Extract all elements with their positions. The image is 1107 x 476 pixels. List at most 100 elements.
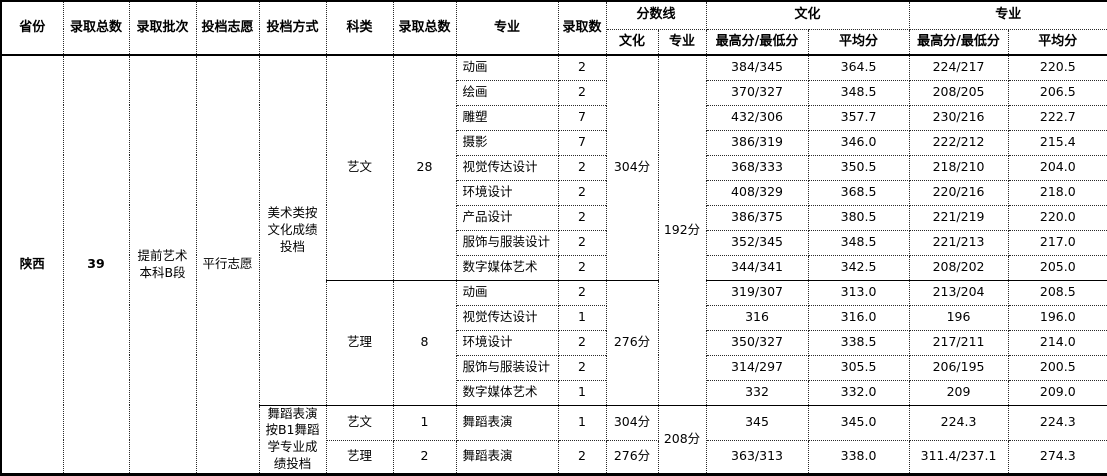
cell-culture-avg: 305.5 (807, 354, 910, 381)
cell-count: 1 (557, 404, 607, 441)
cell-count: 2 (557, 329, 607, 356)
cell-major: 服饰与服装设计 (455, 229, 559, 256)
cell-culture-maxmin: 345 (705, 404, 809, 441)
cell-major: 绘画 (455, 79, 559, 106)
header-major-maxmin: 最高分/最低分 (908, 28, 1009, 56)
cell-major-maxmin: 220/216 (908, 179, 1009, 206)
cell-major: 产品设计 (455, 204, 559, 231)
cell-culture-avg: 348.5 (807, 229, 910, 256)
cell-culture-line: 276分 (605, 279, 659, 406)
cell-culture-maxmin: 314/297 (705, 354, 809, 381)
cell-major: 环境设计 (455, 179, 559, 206)
cell-culture-avg: 313.0 (807, 279, 910, 306)
cell-culture-avg: 316.0 (807, 304, 910, 331)
cell-major-avg: 215.4 (1007, 129, 1107, 156)
header-province: 省份 (0, 0, 64, 56)
cell-major: 数字媒体艺术 (455, 254, 559, 281)
cell-major-maxmin: 224.3 (908, 404, 1009, 441)
cell-culture-maxmin: 319/307 (705, 279, 809, 306)
cell-major: 视觉传达设计 (455, 154, 559, 181)
cell-culture-maxmin: 350/327 (705, 329, 809, 356)
cell-major-avg: 206.5 (1007, 79, 1107, 106)
cell-culture-avg: 342.5 (807, 254, 910, 281)
cell-major-maxmin: 209 (908, 379, 1009, 406)
cell-method: 舞蹈表演按B1舞蹈学专业成绩投档 (258, 404, 327, 475)
cell-category-total: 28 (392, 54, 457, 281)
cell-major-maxmin: 213/204 (908, 279, 1009, 306)
cell-culture-maxmin: 332 (705, 379, 809, 406)
cell-category-total: 1 (392, 404, 457, 441)
cell-culture-maxmin: 408/329 (705, 179, 809, 206)
cell-count: 2 (557, 204, 607, 231)
cell-culture-avg: 380.5 (807, 204, 910, 231)
cell-count: 7 (557, 104, 607, 131)
cell-major: 舞蹈表演 (455, 439, 559, 476)
cell-major-avg: 196.0 (1007, 304, 1107, 331)
cell-major-maxmin: 224/217 (908, 54, 1009, 81)
cell-culture-avg: 357.7 (807, 104, 910, 131)
cell-culture-maxmin: 386/319 (705, 129, 809, 156)
cell-culture-avg: 338.5 (807, 329, 910, 356)
cell-category: 艺理 (325, 279, 394, 406)
cell-category-total: 8 (392, 279, 457, 406)
header-category: 科类 (325, 0, 394, 56)
cell-major: 动画 (455, 279, 559, 306)
header-method: 投档方式 (258, 0, 327, 56)
cell-major: 数字媒体艺术 (455, 379, 559, 406)
cell-major: 视觉传达设计 (455, 304, 559, 331)
header-total-admitted: 录取总数 (62, 0, 130, 56)
header-major-group: 专业 (908, 0, 1107, 30)
cell-culture-maxmin: 316 (705, 304, 809, 331)
header-batch: 录取批次 (128, 0, 197, 56)
cell-major-maxmin: 221/213 (908, 229, 1009, 256)
cell-culture-maxmin: 386/375 (705, 204, 809, 231)
cell-major-maxmin: 217/211 (908, 329, 1009, 356)
cell-major-avg: 205.0 (1007, 254, 1107, 281)
cell-count: 2 (557, 229, 607, 256)
header-culture-avg: 平均分 (807, 28, 910, 56)
cell-count: 2 (557, 79, 607, 106)
cell-province: 陕西 (0, 54, 64, 475)
header-scoreline-culture: 文化 (605, 28, 659, 56)
cell-culture-avg: 338.0 (807, 439, 910, 476)
header-category-total: 录取总数 (392, 0, 457, 56)
cell-culture-avg: 364.5 (807, 54, 910, 81)
cell-culture-line: 304分 (605, 54, 659, 281)
cell-major-maxmin: 311.4/237.1 (908, 439, 1009, 476)
cell-count: 2 (557, 54, 607, 81)
cell-major-avg: 208.5 (1007, 279, 1107, 306)
cell-method: 美术类按文化成绩投档 (258, 54, 327, 406)
cell-total-admitted: 39 (62, 54, 130, 475)
cell-major-maxmin: 208/202 (908, 254, 1009, 281)
cell-major: 雕塑 (455, 104, 559, 131)
cell-count: 1 (557, 304, 607, 331)
cell-culture-maxmin: 363/313 (705, 439, 809, 476)
cell-major-maxmin: 196 (908, 304, 1009, 331)
cell-culture-avg: 348.5 (807, 79, 910, 106)
cell-major-avg: 209.0 (1007, 379, 1107, 406)
cell-count: 2 (557, 179, 607, 206)
cell-major: 服饰与服装设计 (455, 354, 559, 381)
cell-preference: 平行志愿 (195, 54, 260, 475)
cell-culture-maxmin: 368/333 (705, 154, 809, 181)
cell-major-avg: 224.3 (1007, 404, 1107, 441)
cell-major: 动画 (455, 54, 559, 81)
header-count: 录取数 (557, 0, 607, 56)
cell-major-avg: 222.7 (1007, 104, 1107, 131)
cell-major-avg: 220.5 (1007, 54, 1107, 81)
cell-major-maxmin: 222/212 (908, 129, 1009, 156)
cell-count: 2 (557, 354, 607, 381)
cell-count: 7 (557, 129, 607, 156)
header-scoreline-major: 专业 (657, 28, 707, 56)
header-major: 专业 (455, 0, 559, 56)
cell-major-maxmin: 230/216 (908, 104, 1009, 131)
header-preference: 投档志愿 (195, 0, 260, 56)
header-major-avg: 平均分 (1007, 28, 1107, 56)
cell-major-maxmin: 208/205 (908, 79, 1009, 106)
cell-major-avg: 200.5 (1007, 354, 1107, 381)
cell-major-avg: 214.0 (1007, 329, 1107, 356)
cell-major-avg: 218.0 (1007, 179, 1107, 206)
cell-major-line: 208分 (657, 404, 707, 475)
cell-culture-avg: 368.5 (807, 179, 910, 206)
